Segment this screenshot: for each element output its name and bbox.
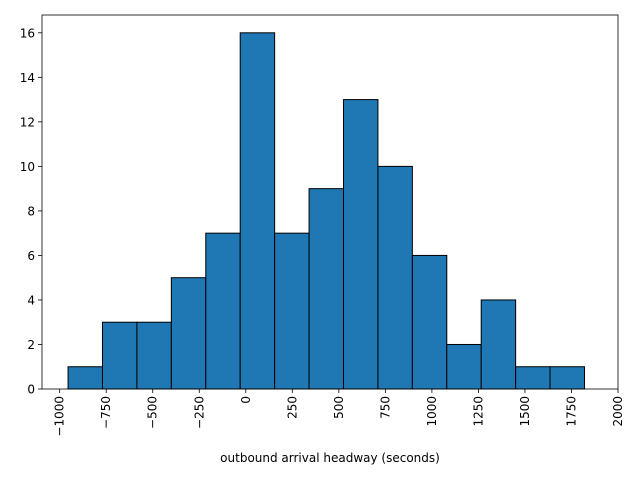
x-tick-label: 250 bbox=[285, 396, 299, 419]
x-tick-label: −1000 bbox=[53, 396, 67, 437]
y-tick-label: 10 bbox=[20, 160, 35, 174]
y-axis-ticks: 0 2 4 6 8 10 12 14 16 bbox=[20, 26, 42, 397]
y-tick-label: 2 bbox=[27, 338, 35, 352]
histogram-bar-11 bbox=[446, 343, 482, 390]
y-tick-label: 16 bbox=[20, 26, 35, 40]
histogram-bar-0 bbox=[67, 366, 103, 390]
x-tick-label: −750 bbox=[99, 396, 113, 429]
histogram-bar-13 bbox=[515, 366, 551, 390]
histogram-bar-12 bbox=[480, 299, 517, 390]
histogram-bar-14 bbox=[549, 366, 586, 390]
x-axis-label: outbound arrival headway (seconds) bbox=[220, 451, 440, 465]
histogram-bar-4 bbox=[205, 232, 241, 390]
x-tick-label: 1750 bbox=[564, 396, 578, 427]
histogram-bars bbox=[67, 32, 586, 390]
x-tick-label: 0 bbox=[239, 396, 253, 404]
x-tick-label: 750 bbox=[378, 396, 392, 419]
plot-frame bbox=[41, 14, 619, 390]
x-axis-ticks: −1000 −750 −500 −250 0 250 500 750 1000 1250 1500 1… bbox=[53, 389, 625, 437]
x-tick-label: 2000 bbox=[611, 396, 625, 427]
x-tick-label: 1500 bbox=[518, 396, 532, 427]
y-tick-label: 14 bbox=[20, 71, 35, 85]
x-tick-label: 1000 bbox=[425, 396, 439, 427]
histogram-bar-3 bbox=[170, 277, 207, 390]
y-tick-label: 12 bbox=[20, 115, 35, 129]
histogram-bar-8 bbox=[342, 99, 379, 390]
y-tick-label: 6 bbox=[27, 249, 35, 263]
y-tick-label: 0 bbox=[27, 383, 35, 397]
histogram-bar-2 bbox=[136, 321, 172, 390]
histogram-bar-10 bbox=[411, 254, 448, 390]
histogram-bar-6 bbox=[274, 232, 310, 390]
y-tick-label: 4 bbox=[27, 293, 35, 307]
x-tick-label: −500 bbox=[146, 396, 160, 429]
histogram-bar-5 bbox=[239, 32, 276, 390]
x-tick-label: −250 bbox=[192, 396, 206, 429]
y-tick-label: 8 bbox=[27, 204, 35, 218]
x-tick-label: 500 bbox=[332, 396, 346, 419]
histogram-bar-1 bbox=[101, 321, 138, 390]
histogram-bar-7 bbox=[308, 188, 344, 390]
x-tick-label: 1250 bbox=[471, 396, 485, 427]
histogram-bar-9 bbox=[377, 165, 413, 390]
